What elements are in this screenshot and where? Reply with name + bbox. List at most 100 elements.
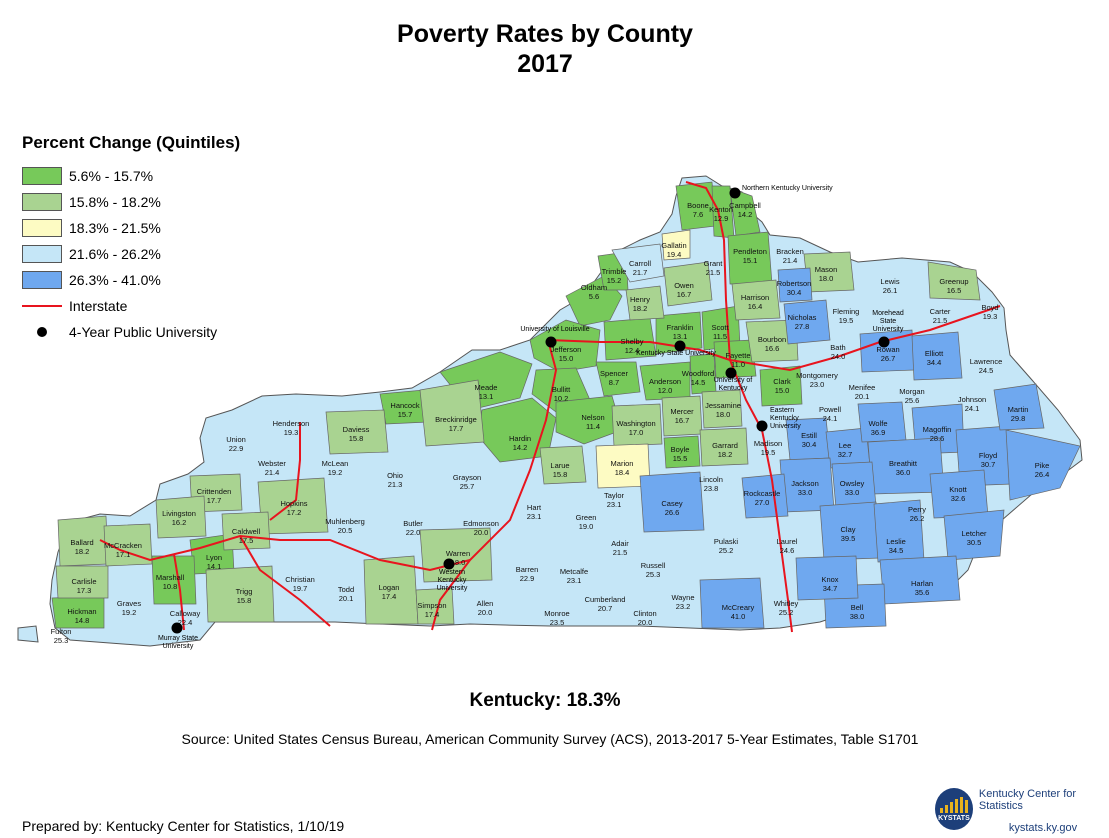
county-region-letcher [943,509,1005,561]
legend-item: 5.6% - 15.7% [22,163,240,189]
map-title: Poverty Rates by County [397,20,693,48]
county-label-logan: Logan 17.4 [379,583,400,601]
county-label-muhlenberg: Muhlenberg 20.5 [325,517,365,535]
county-label-breckinridge: Breckinridge 17.7 [435,415,477,433]
logo-name: Kentucky Center for Statistics [978,788,1077,812]
county-label-woodford: Woodford 14.5 [682,369,714,387]
county-region-franklin [655,311,703,355]
legend-item: 26.3% - 41.0% [22,267,240,293]
county-label-johnson: Johnson 24.1 [958,395,986,413]
legend-label: 18.3% - 21.5% [69,220,161,236]
county-label-marshall: Marshall 10.8 [156,573,185,591]
county-label-lewis: Lewis 26.1 [880,277,899,295]
university-label: Morehead State University [872,310,904,333]
county-label-calloway: Calloway 22.4 [170,609,201,627]
legend-item: 15.8% - 18.2% [22,189,240,215]
county-label-fulton: Fulton 25.3 [51,627,72,645]
county-region-harrison [731,279,781,321]
interstate-line [239,535,331,627]
university-marker [725,367,737,379]
county-label-webster: Webster 21.4 [258,459,286,477]
county-label-allen: Allen 20.0 [477,599,494,617]
county-label-marion: Marion 18.4 [611,459,634,477]
county-label-campbell: Campbell 14.2 [729,201,761,219]
county-label-hopkins: Hopkins 17.2 [280,499,307,517]
county-region-simpson [415,587,455,625]
county-label-union: Union 22.9 [226,435,246,453]
legend-label: 5.6% - 15.7% [69,168,154,184]
county-region-mccracken [103,523,153,567]
interstate-line-icon [22,305,62,307]
county-region-fayette [713,339,757,379]
county-label-jessamine: Jessamine 18.0 [705,401,741,419]
interstate-line [547,339,731,361]
legend-label: 4-Year Public University [69,324,218,340]
university-label: University of Louisville [520,326,589,333]
county-label-garrard: Garrard 18.2 [712,441,738,459]
county-label-knox: Knox 34.7 [821,575,838,593]
legend-label: Interstate [69,298,128,314]
legend-label: 26.3% - 41.0% [69,272,161,288]
county-label-green: Green 19.0 [576,513,597,531]
county-regions [51,181,1081,629]
county-label-mason: Mason 18.0 [815,265,838,283]
county-label-ohio: Ohio 21.3 [387,471,403,489]
county-label-nicholas: Nicholas 27.8 [788,313,817,331]
county-region-boyle [663,435,701,469]
prepared-by: Prepared by: Kentucky Center for Statist… [22,818,345,834]
county-label-pulaski: Pulaski 25.2 [714,537,739,555]
legend-title: Percent Change (Quintiles) [22,133,241,152]
county-label-madison: Madison 19.5 [754,439,782,457]
interstate-line [729,305,1001,372]
county-region-jefferson [529,319,601,373]
county-label-trigg: Trigg 15.8 [236,587,253,605]
county-region-robertson [777,267,813,303]
county-label-henry: Henry 18.2 [630,295,650,313]
county-region-campbell [729,187,761,237]
interstate-line [685,181,793,633]
county-label-franklin: Franklin 13.1 [667,323,694,341]
county-label-carter: Carter 21.5 [930,307,951,325]
county-region-garrard [699,427,749,467]
university-dot-icon [37,327,47,337]
legend-item: 21.6% - 26.2% [22,241,240,267]
county-label-henderson: Henderson 19.3 [273,419,310,437]
legend-label: 15.8% - 18.2% [69,194,161,210]
county-label-shelby: Shelby 12.4 [621,337,644,355]
legend-swatch [22,245,62,263]
county-label-breathitt: Breathitt 36.0 [889,459,918,477]
county-label-clinton: Clinton 20.0 [633,609,656,627]
state-poverty-rate: Kentucky: 18.3% [469,690,621,711]
county-label-rockcastle: Rockcastle 27.0 [744,489,781,507]
county-label-livingston: Livingston 16.2 [162,509,196,527]
county-label-lincoln: Lincoln 23.8 [699,475,723,493]
county-label-fayette: Fayette 11.0 [725,351,750,369]
legend-swatch [22,271,62,289]
county-label-floyd: Floyd 30.7 [979,451,997,469]
legend-item-interstate: Interstate [22,293,240,319]
county-label-trimble: Trimble 15.2 [602,267,627,285]
interstate-line [269,422,301,521]
county-label-robertson: Robertson 30.4 [777,279,812,297]
university-label: Eastern Kentucky University [770,407,801,430]
university-marker [171,622,183,634]
county-label-lawrence: Lawrence 24.5 [970,357,1003,375]
logo-abbr: KYSTATS [938,814,970,822]
county-label-gallatin: Gallatin 19.4 [661,241,686,259]
county-label-letcher: Letcher 30.5 [961,529,987,547]
county-label-laurel: Laurel 24.6 [777,537,798,555]
county-label-harlan: Harlan 35.6 [911,579,933,597]
county-label-ballard: Ballard 18.2 [70,538,93,556]
county-label-crittenden: Crittenden 17.7 [197,487,232,505]
county-label-wayne: Wayne 23.2 [671,593,694,611]
university-marker [878,336,890,348]
county-label-hancock: Hancock 15.7 [390,401,419,419]
county-region-clark [759,365,803,407]
legend-swatch [22,219,62,237]
county-label-martin: Martin 29.8 [1008,405,1029,423]
county-label-daviess: Daviess 15.8 [343,425,370,443]
county-label-meade: Meade 13.1 [475,383,498,401]
legend: Percent Change (Quintiles) 5.6% - 15.7% … [22,133,240,345]
county-label-clark: Clark 15.0 [773,377,791,395]
